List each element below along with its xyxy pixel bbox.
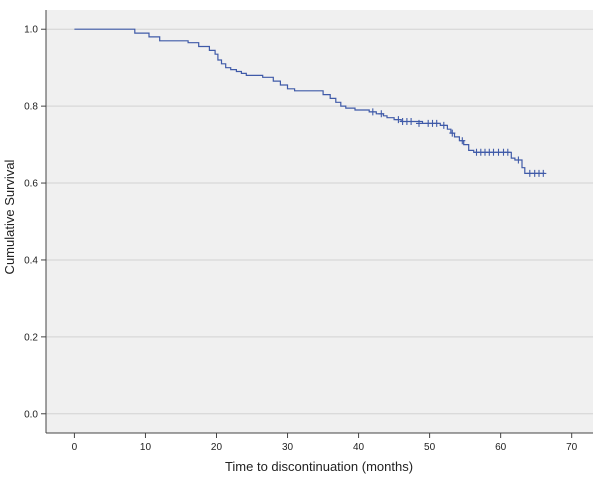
x-tick-label: 60 — [495, 442, 507, 453]
censor-mark — [408, 118, 415, 125]
y-axis-ticks: 0.0 0.2 0.4 0.6 0.8 1.0 — [24, 25, 46, 420]
x-axis-ticks: 0 10 20 30 40 50 60 70 — [72, 433, 578, 453]
censor-mark — [504, 148, 511, 156]
grid-lines — [46, 28, 593, 415]
x-axis-title: Time to discontinuation (months) — [225, 459, 413, 474]
plot-background — [46, 10, 593, 433]
censor-mark — [433, 119, 440, 127]
x-tick-label: 0 — [72, 442, 78, 453]
censor-mark — [416, 119, 422, 127]
censor-mark — [395, 116, 402, 124]
censor-marks — [369, 108, 547, 177]
y-axis-title: Cumulative Survival — [2, 159, 17, 274]
censor-mark — [515, 156, 522, 164]
x-tick-label: 20 — [211, 442, 223, 453]
x-tick-label: 70 — [566, 442, 578, 453]
x-tick-label: 30 — [282, 442, 294, 453]
x-tick-label: 40 — [353, 442, 365, 453]
y-tick-label: 1.0 — [24, 25, 38, 36]
censor-mark — [459, 137, 466, 145]
y-tick-label: 0.0 — [24, 409, 38, 420]
censor-mark — [449, 129, 456, 137]
y-tick-label: 0.4 — [24, 255, 38, 266]
x-tick-label: 10 — [140, 442, 152, 453]
censor-mark — [540, 169, 547, 177]
censor-mark — [378, 110, 385, 118]
x-tick-label: 50 — [424, 442, 436, 453]
y-tick-label: 0.8 — [24, 102, 38, 113]
censor-mark — [369, 108, 376, 116]
censor-mark — [440, 121, 447, 129]
y-tick-label: 0.2 — [24, 332, 38, 343]
y-tick-label: 0.6 — [24, 179, 38, 190]
